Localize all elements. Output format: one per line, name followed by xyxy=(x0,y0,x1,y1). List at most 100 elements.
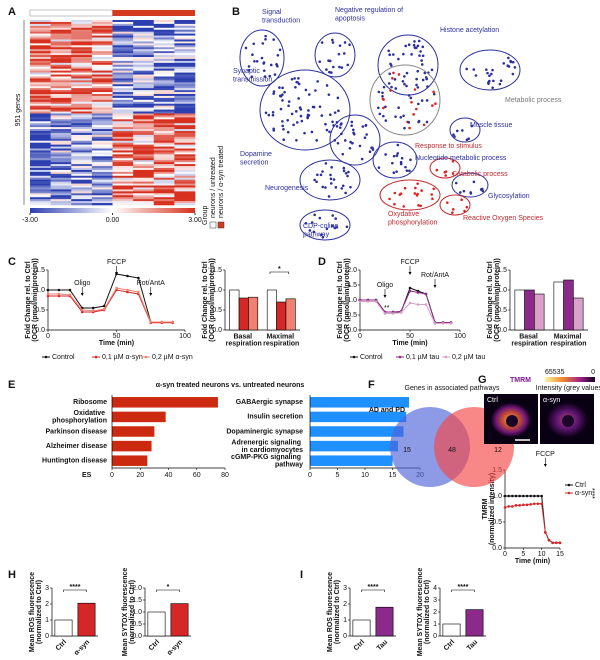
heatmap-cell xyxy=(50,84,72,87)
heatmap-cell xyxy=(91,68,113,71)
heatmap-cell xyxy=(112,84,134,87)
point xyxy=(507,494,510,498)
heatmap-cell xyxy=(91,197,113,200)
heatmap-cell xyxy=(71,25,93,29)
node xyxy=(392,71,395,75)
node xyxy=(319,173,323,177)
heatmap-cell xyxy=(174,25,196,29)
heatmap-cell xyxy=(30,20,51,23)
heatmap-cell xyxy=(133,72,155,75)
heatmap-cell xyxy=(50,168,72,171)
heatmap-cell xyxy=(153,156,175,159)
heatmap-cell xyxy=(133,25,155,29)
bar xyxy=(524,289,535,331)
heatmap-cell xyxy=(153,129,175,132)
node xyxy=(395,170,398,173)
y-axis-label: (normalized to Ctrl) xyxy=(334,580,341,644)
heatmap-cell xyxy=(153,20,175,23)
heatmap-cell xyxy=(174,43,196,46)
node xyxy=(303,131,306,135)
heatmap-cell xyxy=(30,25,51,29)
node xyxy=(415,107,418,111)
image-label: α-syn xyxy=(543,397,560,404)
heatmap-cell xyxy=(50,156,72,159)
legend-label: neurons / untreated xyxy=(210,157,217,218)
node xyxy=(363,136,367,139)
node xyxy=(250,75,254,79)
heatmap-cell xyxy=(153,88,175,91)
point xyxy=(68,293,72,297)
node xyxy=(415,83,418,87)
heatmap-cell xyxy=(91,94,113,97)
heatmap-cell xyxy=(71,72,93,75)
heatmap-cell xyxy=(30,72,51,75)
heatmap-cell xyxy=(50,90,72,93)
heatmap-cell xyxy=(71,107,93,110)
heatmap-cell xyxy=(133,171,155,175)
heatmap-cell xyxy=(71,43,93,46)
heatmap-cell xyxy=(50,115,72,118)
heatmap-cell xyxy=(133,60,155,64)
heatmap-cell xyxy=(91,29,113,32)
heatmap-cell xyxy=(112,132,134,136)
heatmap-cell xyxy=(133,158,155,161)
y-tick-label: GABAergic synapse xyxy=(236,399,303,406)
y-tick-label: 0.5 xyxy=(497,307,507,314)
heatmap-cell xyxy=(133,88,155,91)
bar xyxy=(112,455,148,466)
y-tick-label: 0.0 xyxy=(497,327,507,334)
heatmap-cell xyxy=(30,197,51,200)
node xyxy=(397,73,401,76)
heatmap-cell xyxy=(91,183,113,186)
heatmap-cell xyxy=(133,138,155,142)
bar xyxy=(310,455,393,466)
heatmap-cell xyxy=(91,146,113,149)
node xyxy=(451,211,454,214)
sig-bracket xyxy=(361,589,385,592)
heatmap-cell xyxy=(50,142,72,145)
node xyxy=(463,209,466,213)
bar xyxy=(238,297,249,331)
heatmap-cell xyxy=(30,66,51,69)
heatmap-cell xyxy=(153,177,175,180)
point xyxy=(514,494,518,498)
network-label: Signal transduction xyxy=(262,9,300,25)
heatmap-cell xyxy=(50,53,72,56)
heatmap-cell xyxy=(133,148,155,151)
heatmap-cell xyxy=(50,164,72,167)
y-tick-label: 0 xyxy=(343,633,347,640)
heatmap-cell xyxy=(71,164,93,167)
node xyxy=(432,187,436,191)
node xyxy=(292,123,295,127)
heatmap-cell xyxy=(133,181,155,184)
heatmap-cell xyxy=(30,117,51,120)
heatmap-cell xyxy=(91,193,113,196)
network xyxy=(239,29,521,241)
heatmap-cell xyxy=(91,117,113,120)
node xyxy=(283,90,286,94)
network-label: Metabolic process xyxy=(505,97,562,104)
cluster xyxy=(299,159,361,201)
heatmap-cell xyxy=(112,99,134,103)
heatmap-cell xyxy=(71,146,93,149)
heatmap-cell xyxy=(153,131,175,134)
node xyxy=(417,204,420,207)
heatmap-cell xyxy=(153,82,175,85)
heatmap-cell xyxy=(71,95,93,99)
node xyxy=(420,99,424,102)
node xyxy=(253,59,256,63)
heatmap-cell xyxy=(174,146,196,149)
network-label: Glycosylation xyxy=(488,193,530,200)
heatmap-cell xyxy=(153,35,175,38)
heatmap-cell xyxy=(30,187,51,190)
node xyxy=(390,85,393,89)
heatmap-cell xyxy=(30,23,51,27)
annotation: Rot/AntA xyxy=(137,280,165,287)
node xyxy=(330,166,333,169)
node xyxy=(272,38,275,41)
heatmap-cell xyxy=(153,53,175,56)
node xyxy=(513,66,517,69)
node xyxy=(261,42,265,45)
heatmap-cell xyxy=(174,62,196,66)
heatmap-cell xyxy=(50,64,72,68)
